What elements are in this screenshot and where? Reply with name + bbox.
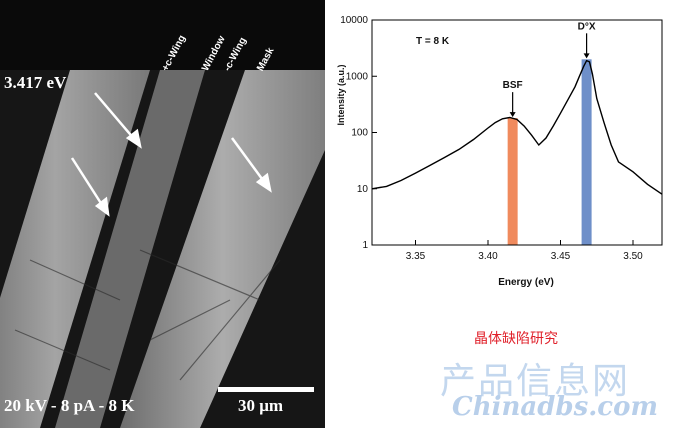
micrograph-image [0,0,325,428]
energy-label: 3.417 eV [4,73,67,92]
spectrum-line [371,59,663,195]
x-tick-label: 3.40 [478,251,498,262]
watermark-title: 产品信息网 [440,361,631,402]
cl-micrograph: +c-Wing Window -c-Wing Mask 3.417 eV 20 … [0,0,325,428]
y-tick-label: 100 [351,128,368,139]
spectrum-svg: Intensity (a.u.) Energy (eV) T = 8 K 3.3… [336,15,663,288]
highlight-band-bsf [507,118,518,245]
highlight-arrow-head [509,112,516,118]
spectrum-chart: Intensity (a.u.) Energy (eV) T = 8 K 3.3… [330,0,673,300]
y-axis-label: Intensity (a.u.) [336,64,346,125]
y-tick-label: 1 [362,240,368,251]
conditions-label: 20 kV - 8 pA - 8 K [4,396,135,415]
scale-bar [218,387,314,392]
highlight-arrow-head [583,53,590,59]
highlight-label-bsf: BSF [503,80,523,91]
x-tick-label: 3.45 [551,251,571,262]
highlight-label-dox: D°X [578,21,596,32]
y-tick-label: 1000 [346,71,369,82]
x-tick-label: 3.50 [623,251,643,262]
y-tick-label: 10 [357,184,369,195]
x-axis-label: Energy (eV) [498,277,554,288]
highlight-band-dox [581,59,592,245]
scale-label: 30 μm [238,396,284,415]
temperature-annotation: T = 8 K [416,36,450,47]
x-tick-label: 3.35 [406,251,426,262]
y-tick-label: 10000 [340,15,368,26]
watermark-subtitle: 晶体缺陷研究 [474,331,558,347]
watermark-url: Chinadbs.com [452,392,658,422]
